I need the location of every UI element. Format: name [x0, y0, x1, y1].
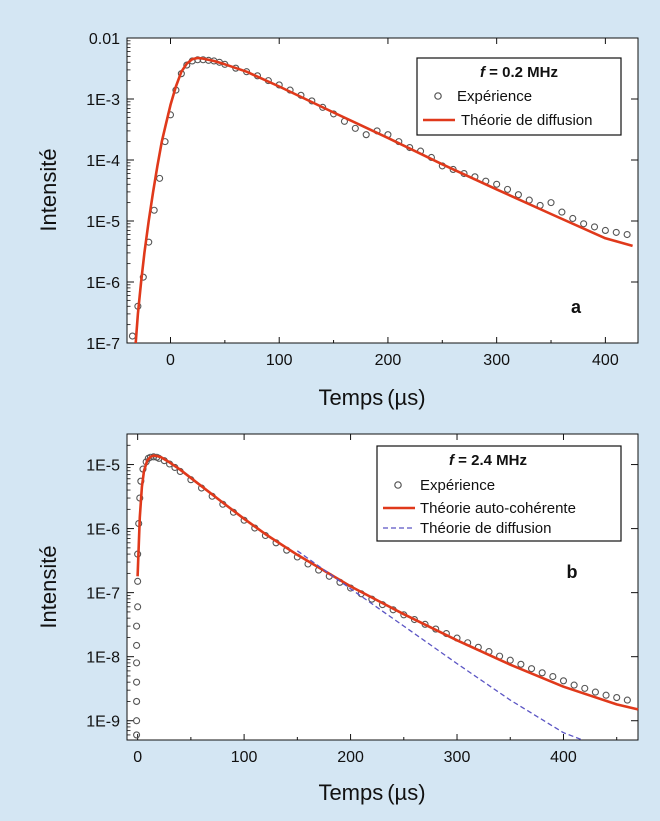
- panel-b-letter: b: [567, 562, 578, 582]
- panel-a-legend-title-f: f: [480, 64, 487, 81]
- y-tick-label: 1E-7: [86, 336, 120, 353]
- y-tick-label: 1E-6: [86, 522, 120, 539]
- series-line-th-orie-de-diffusion: [134, 56, 633, 344]
- data-point: [133, 731, 141, 739]
- x-tick-label: 300: [444, 749, 471, 766]
- data-point: [569, 214, 577, 223]
- panel-a-legend-title-rest: = 0.2 MHz: [485, 64, 558, 81]
- x-tick-label: 200: [337, 749, 364, 766]
- panel-b-x-ticks: 0 100 200 300 400: [133, 434, 618, 766]
- data-point: [493, 180, 501, 188]
- data-point: [538, 669, 546, 677]
- panel-b-legend-auto: Théorie auto-cohérente: [420, 500, 576, 517]
- data-point: [580, 220, 588, 228]
- data-point: [134, 577, 142, 585]
- panel-b-xlabel-unit: (µs): [387, 780, 425, 805]
- data-point: [581, 684, 589, 692]
- panel-b-legend-marker-experience: [394, 481, 402, 489]
- x-tick-label: 200: [375, 352, 402, 369]
- panel-a-legend-diffusion: Théorie de diffusion: [461, 112, 592, 129]
- x-tick-label: 400: [592, 352, 619, 369]
- panel-a: 0 100 200 300 400 1E-7 1E-6 1E-5 1E-4 1E-3 0.01 I…: [36, 31, 639, 410]
- data-point: [133, 717, 141, 725]
- panel-b-legend-title: f = 2.4 MHz: [449, 452, 527, 469]
- data-point: [527, 665, 536, 673]
- panel-a-xlabel-main: Temps: [318, 385, 383, 410]
- x-tick-label: 0: [133, 749, 142, 766]
- data-point: [503, 185, 512, 193]
- panel-b-legend-title-f: f: [449, 452, 456, 469]
- panel-b-xlabel-main: Temps: [318, 780, 383, 805]
- data-point: [559, 677, 568, 685]
- panel-b-legend-diffusion: Théorie de diffusion: [420, 520, 551, 537]
- data-point: [133, 697, 141, 705]
- panel-b-legend: f = 2.4 MHz Expérience Théorie auto-cohé…: [376, 445, 622, 542]
- y-tick-label: 1E-5: [86, 214, 120, 231]
- panel-a-legend: f = 0.2 MHz Expérience Théorie de diffus…: [416, 57, 622, 136]
- data-point: [570, 681, 578, 689]
- y-tick-label: 1E-3: [86, 92, 120, 109]
- panel-a-ylabel: Intensité: [36, 148, 61, 231]
- data-point: [623, 230, 631, 239]
- data-point: [506, 656, 514, 664]
- x-tick-label: 0: [166, 352, 175, 369]
- data-point: [133, 622, 141, 630]
- data-point: [547, 199, 555, 207]
- data-point: [134, 603, 142, 611]
- panel-b-y-ticks: 1E-9 1E-8 1E-7 1E-6 1E-5: [86, 433, 638, 741]
- data-point: [139, 273, 147, 281]
- data-point: [133, 641, 141, 649]
- data-point: [351, 124, 359, 132]
- panel-b-xlabel: Temps (µs): [318, 780, 425, 805]
- data-point: [612, 228, 620, 236]
- y-tick-label: 1E-5: [86, 458, 120, 475]
- panel-a-legend-marker-experience: [434, 92, 442, 100]
- panel-b: 0 100 200 300 400 1E-9 1E-8 1E-7 1E-6 1E-5 Inten…: [36, 433, 639, 805]
- y-tick-label: 1E-4: [86, 153, 120, 170]
- x-tick-label: 100: [266, 352, 293, 369]
- series-line-th-orie-auto-coh-rente: [136, 454, 639, 711]
- panel-a-x-ticks: 0 100 200 300 400: [166, 38, 619, 369]
- x-tick-label: 400: [550, 749, 577, 766]
- panel-b-legend-box: [376, 445, 622, 542]
- y-tick-label: 1E-7: [86, 586, 120, 603]
- data-point: [133, 678, 141, 686]
- series-line-th-orie-de-diffusion: [296, 550, 583, 741]
- data-point: [514, 191, 522, 199]
- panel-b-ylabel: Intensité: [36, 545, 61, 628]
- data-point: [558, 208, 566, 216]
- panel-a-y-ticks: 1E-7 1E-6 1E-5 1E-4 1E-3 0.01: [86, 31, 638, 353]
- panel-b-legend-experience: Expérience: [420, 477, 495, 494]
- data-point: [591, 688, 599, 696]
- data-point: [601, 226, 609, 234]
- data-point: [602, 691, 610, 699]
- panel-a-legend-box: [416, 57, 622, 136]
- y-tick-label: 1E-8: [86, 650, 120, 667]
- panel-a-xlabel-unit: (µs): [387, 385, 425, 410]
- panel-a-legend-title: f = 0.2 MHz: [480, 64, 558, 81]
- y-tick-label: 1E-6: [86, 275, 120, 292]
- panel-a-letter: a: [571, 297, 582, 317]
- x-tick-label: 300: [483, 352, 510, 369]
- x-tick-label: 100: [231, 749, 258, 766]
- data-point: [623, 696, 631, 704]
- panel-a-series: [128, 56, 633, 344]
- panel-a-xlabel: Temps (µs): [318, 385, 425, 410]
- y-tick-label: 0.01: [89, 31, 120, 48]
- data-point: [133, 659, 141, 667]
- panel-b-legend-title-rest: = 2.4 MHz: [454, 452, 527, 469]
- y-tick-label: 1E-9: [86, 714, 120, 731]
- panel-b-series: [133, 453, 639, 741]
- data-point: [549, 672, 557, 681]
- data-point: [362, 131, 370, 139]
- panel-a-legend-experience: Expérience: [457, 88, 532, 105]
- data-point: [590, 223, 599, 231]
- data-point: [613, 694, 621, 702]
- data-point: [517, 660, 525, 668]
